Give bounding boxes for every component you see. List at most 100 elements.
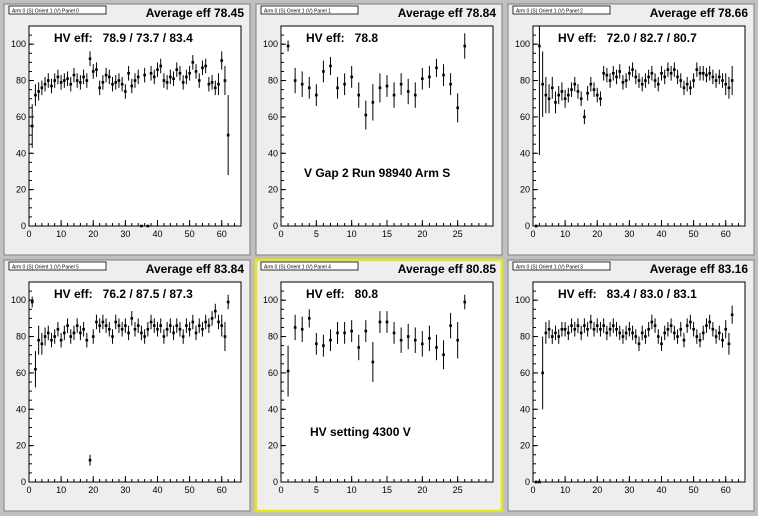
data-point [220, 59, 224, 62]
data-point [169, 75, 172, 79]
data-point [634, 75, 638, 79]
data-point [689, 320, 692, 324]
x-tick-label: 25 [453, 229, 463, 239]
data-point [217, 320, 220, 324]
y-tick-label: 100 [11, 295, 26, 305]
data-point [541, 371, 544, 375]
data-point [133, 327, 137, 331]
chart-panel-1: Arm 0 (S) Orient 1 (V) Panel 0 Average ef… [3, 3, 251, 256]
x-tick-label: 40 [656, 229, 666, 239]
data-point [698, 71, 702, 75]
data-point [108, 327, 111, 331]
data-point [714, 335, 718, 338]
data-point [730, 313, 734, 317]
data-point [615, 75, 618, 79]
x-tick-label: 5 [314, 485, 319, 495]
data-point [181, 335, 185, 338]
data-point [214, 86, 217, 90]
data-point [647, 75, 650, 79]
data-point [293, 326, 297, 329]
y-tick-label: 60 [268, 112, 278, 122]
data-point [357, 346, 361, 349]
data-point [378, 86, 382, 90]
y-tick-label: 60 [520, 368, 530, 378]
data-point [75, 324, 79, 327]
hv-eff-label: HV eff: 80.8 [306, 287, 378, 301]
data-point [75, 79, 79, 82]
data-point [130, 317, 134, 320]
data-point [315, 93, 318, 97]
y-tick-label: 20 [16, 441, 26, 451]
data-point [456, 338, 459, 342]
data-point [165, 327, 169, 331]
data-point [178, 71, 182, 75]
y-tick-label: 60 [268, 368, 278, 378]
data-point [172, 331, 175, 335]
x-tick-label: 0 [530, 229, 535, 239]
data-point [98, 324, 101, 327]
data-point [656, 82, 660, 86]
y-tick-label: 100 [263, 295, 278, 305]
data-point [69, 82, 73, 86]
data-point [66, 324, 69, 327]
data-point [149, 71, 153, 75]
x-tick-label: 5 [314, 229, 319, 239]
data-point [637, 79, 641, 82]
data-point [300, 82, 304, 86]
data-point [435, 66, 438, 70]
y-tick-label: 0 [273, 221, 278, 231]
data-point [329, 338, 332, 342]
x-tick-label: 10 [347, 485, 357, 495]
data-point [210, 81, 214, 84]
y-tick-label: 60 [520, 112, 530, 122]
hist-title-box [260, 261, 359, 271]
x-tick-label: 10 [56, 229, 66, 239]
data-point [165, 81, 169, 84]
data-point [570, 88, 573, 91]
data-point [708, 71, 711, 75]
x-tick-label: 10 [347, 229, 357, 239]
y-tick-label: 100 [263, 39, 278, 49]
data-point [136, 75, 140, 79]
data-point [207, 324, 211, 327]
y-tick-label: 0 [273, 477, 278, 487]
data-point [286, 369, 290, 373]
data-point [669, 324, 673, 327]
data-point [563, 327, 567, 331]
plot-area [532, 25, 746, 227]
data-point [185, 324, 188, 327]
data-point [101, 320, 105, 324]
x-tick-label: 10 [560, 485, 570, 495]
data-point [120, 327, 124, 331]
x-tick-label: 30 [624, 229, 634, 239]
data-point [322, 344, 325, 347]
hv-eff-label: HV eff: 78.9 / 73.7 / 83.4 [54, 31, 193, 45]
data-point [315, 342, 318, 346]
x-tick-label: 0 [278, 229, 283, 239]
hist-title: Arm 0 (S) Orient 1 (V) Panel 0 [12, 9, 79, 15]
data-point [149, 320, 153, 324]
data-point [449, 82, 452, 86]
y-tick-label: 20 [268, 185, 278, 195]
data-point [631, 68, 634, 71]
data-point [88, 57, 92, 61]
data-point [442, 73, 445, 77]
x-tick-label: 40 [152, 485, 162, 495]
y-tick-label: 60 [16, 112, 26, 122]
data-point [602, 71, 605, 75]
data-point [204, 320, 207, 324]
data-point [169, 324, 172, 327]
data-point [586, 327, 589, 331]
data-point [538, 44, 541, 48]
data-point [223, 335, 227, 338]
data-point [727, 86, 731, 90]
data-point [371, 101, 375, 104]
data-point [399, 82, 403, 86]
data-point [152, 324, 156, 327]
hist-title-box [260, 5, 359, 15]
data-point [101, 81, 105, 84]
hist-title: Arm 0 (S) Orient 1 (V) Panel 2 [516, 9, 583, 15]
data-point [95, 320, 98, 324]
x-tick-label: 15 [382, 485, 392, 495]
data-point [534, 480, 538, 484]
